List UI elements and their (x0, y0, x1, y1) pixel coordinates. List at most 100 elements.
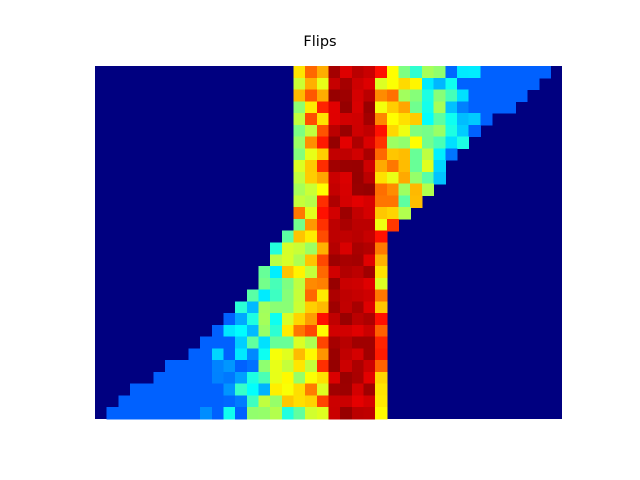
heatmap-cell (176, 360, 190, 373)
heatmap-cell (351, 136, 365, 149)
heatmap-cell (421, 183, 435, 197)
heatmap-cell (375, 101, 388, 114)
heatmap-cell (410, 113, 423, 126)
heatmap-cell (188, 360, 201, 373)
heatmap-cell (398, 148, 411, 161)
heatmap-cell (316, 395, 330, 408)
heatmap-cell (351, 160, 365, 173)
heatmap-cell (375, 289, 388, 302)
heatmap-cell (258, 383, 271, 397)
heatmap-cell (363, 313, 376, 326)
heatmap-cell (375, 136, 388, 149)
heatmap-cell (153, 407, 166, 420)
heatmap-cell (165, 383, 178, 397)
heatmap-cell (386, 160, 400, 173)
heatmap-cell (328, 207, 341, 220)
heatmap-cell (316, 360, 330, 373)
heatmap-cell (316, 136, 330, 149)
heatmap-cell (491, 89, 505, 102)
heatmap-cell (363, 195, 376, 208)
heatmap-cell (386, 101, 400, 114)
heatmap-cell (118, 395, 131, 408)
heatmap-cell (270, 383, 283, 397)
heatmap-cell (211, 407, 225, 420)
heatmap-cell (246, 348, 260, 361)
heatmap-cell (363, 395, 376, 408)
heatmap-cell (433, 148, 446, 161)
heatmap-cell (293, 101, 306, 114)
heatmap-cell (375, 148, 388, 161)
heatmap-cell (410, 195, 423, 208)
heatmap-cell (491, 66, 505, 79)
heatmap-cell (515, 89, 528, 102)
heatmap-cell (200, 371, 213, 385)
heatmap-cell (351, 124, 365, 138)
heatmap-cell (211, 383, 225, 397)
heatmap-cell (456, 77, 470, 91)
heatmap-cell (421, 124, 435, 138)
heatmap-cell (433, 171, 446, 185)
heatmap-cell (410, 101, 423, 114)
heatmap-cell (141, 383, 154, 397)
heatmap-cell (316, 383, 330, 397)
heatmap-cell (281, 348, 295, 361)
heatmap-cell (351, 277, 365, 291)
heatmap-cell (235, 395, 248, 408)
heatmap-cell (153, 395, 166, 408)
heatmap-cell (211, 360, 225, 373)
heatmap-cell (351, 301, 365, 314)
heatmap-cell (421, 136, 435, 149)
heatmap-cell (375, 360, 388, 373)
heatmap-cell (305, 348, 318, 361)
heatmap-cell (340, 136, 353, 149)
heatmap-cell (200, 348, 213, 361)
heatmap-cell (456, 113, 470, 126)
heatmap-cell (328, 336, 341, 349)
heatmap-cell (351, 77, 365, 91)
heatmap-cell (351, 395, 365, 408)
heatmap-cell (351, 183, 365, 197)
heatmap-cell (305, 207, 318, 220)
heatmap-cell (456, 124, 470, 138)
heatmap-cell (433, 89, 446, 102)
heatmap-cell (433, 136, 446, 149)
heatmap-cell (188, 348, 201, 361)
heatmap-cell (421, 171, 435, 185)
heatmap-cell (246, 336, 260, 349)
heatmap-cell (281, 395, 295, 408)
heatmap-cell (328, 348, 341, 361)
heatmap-cell (258, 277, 271, 291)
heatmap-cell (305, 277, 318, 291)
heatmap-cell (398, 171, 411, 185)
heatmap-cell (363, 207, 376, 220)
heatmap-cell (340, 89, 353, 102)
heatmap-cell (223, 348, 236, 361)
heatmap-cell (375, 124, 388, 138)
heatmap-cell (328, 289, 341, 302)
heatmap-cell (398, 66, 411, 79)
heatmap-cell (421, 66, 435, 79)
heatmap-cell (316, 77, 330, 91)
heatmap-cell (328, 66, 341, 79)
heatmap-cell (270, 360, 283, 373)
heatmap-cell (328, 171, 341, 185)
heatmap-cell (398, 101, 411, 114)
heatmap-cell (293, 395, 306, 408)
heatmap-cell (456, 136, 470, 149)
heatmap-cell (328, 254, 341, 267)
heatmap-cell (340, 336, 353, 349)
heatmap-cell (340, 289, 353, 302)
heatmap-cell (258, 360, 271, 373)
heatmap-cell (363, 77, 376, 91)
heatmap-cell (305, 136, 318, 149)
heatmap-cell (398, 113, 411, 126)
heatmap-cell (328, 266, 341, 279)
heatmap-cell (433, 124, 446, 138)
heatmap-cell (515, 77, 528, 91)
heatmap-cell (445, 101, 458, 114)
heatmap-cell (433, 66, 446, 79)
heatmap-cell (538, 66, 551, 79)
heatmap-cell (375, 89, 388, 102)
heatmap-cell (270, 313, 283, 326)
chart-title: Flips (303, 34, 337, 50)
